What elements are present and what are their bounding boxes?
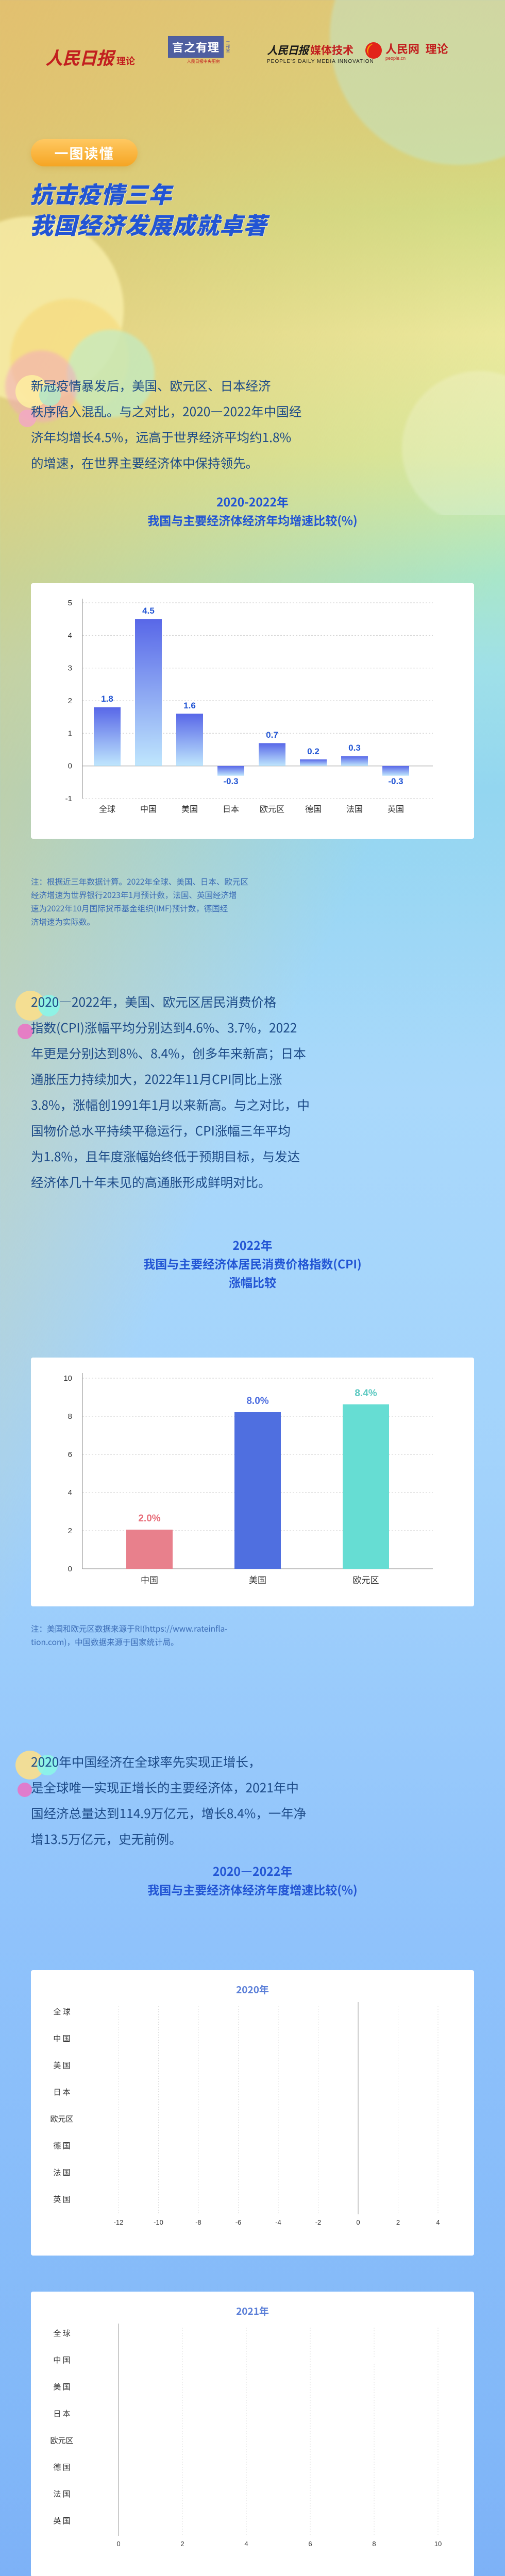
- svg-text:8.4%: 8.4%: [355, 1388, 377, 1399]
- svg-text:7.6: 7.6: [348, 2517, 357, 2525]
- svg-text:2: 2: [180, 2540, 184, 2548]
- svg-text:-2.8: -2.8: [343, 2062, 354, 2070]
- svg-text:-0.3: -0.3: [388, 776, 403, 786]
- svg-text:德 国: 德 国: [53, 2462, 70, 2472]
- svg-text:5.9: 5.9: [294, 2383, 303, 2391]
- svg-text:英 国: 英 国: [53, 2515, 70, 2526]
- svg-text:2: 2: [396, 2218, 400, 2226]
- svg-text:中 国: 中 国: [53, 2033, 70, 2044]
- svg-text:8: 8: [372, 2540, 376, 2548]
- svg-text:4: 4: [68, 631, 72, 640]
- svg-text:-1: -1: [65, 794, 72, 803]
- svg-text:-11.0: -11.0: [339, 2196, 354, 2204]
- svg-text:中国: 中国: [141, 1573, 158, 1586]
- svg-text:美国: 美国: [249, 1573, 266, 1586]
- svg-text:日本: 日本: [223, 802, 239, 815]
- svg-text:4: 4: [436, 2218, 440, 2226]
- svg-text:-4.3: -4.3: [343, 2089, 354, 2096]
- svg-text:10: 10: [63, 1374, 72, 1383]
- svg-text:-7.8: -7.8: [343, 2169, 354, 2177]
- svg-text:英国: 英国: [388, 802, 404, 815]
- svg-text:0: 0: [356, 2218, 360, 2226]
- svg-text:6: 6: [68, 1450, 72, 1459]
- svg-text:8.0%: 8.0%: [246, 1396, 268, 1406]
- svg-text:4: 4: [244, 2540, 248, 2548]
- svg-text:全 球: 全 球: [53, 2328, 70, 2338]
- svg-text:欧元区: 欧元区: [353, 1573, 379, 1586]
- svg-text:全球: 全球: [99, 802, 115, 815]
- svg-text:-6: -6: [235, 2218, 242, 2226]
- svg-text:-4: -4: [275, 2218, 281, 2226]
- svg-text:5.3: 5.3: [275, 2437, 284, 2445]
- svg-text:5.9: 5.9: [294, 2330, 303, 2337]
- svg-text:英 国: 英 国: [53, 2194, 70, 2205]
- svg-text:-10: -10: [154, 2218, 163, 2226]
- svg-text:法 国: 法 国: [53, 2167, 70, 2178]
- svg-text:法国: 法国: [346, 802, 363, 815]
- svg-text:法 国: 法 国: [53, 2488, 70, 2499]
- svg-text:中国: 中国: [140, 802, 157, 815]
- svg-text:2: 2: [68, 697, 72, 705]
- svg-text:-3.7: -3.7: [343, 2142, 354, 2150]
- svg-text:1.8: 1.8: [101, 694, 113, 704]
- svg-text:1: 1: [68, 729, 72, 738]
- svg-text:欧元区: 欧元区: [50, 2113, 73, 2124]
- svg-text:日 本: 日 本: [53, 2087, 70, 2097]
- svg-text:2.2: 2.2: [389, 2035, 398, 2043]
- svg-text:-3.2: -3.2: [343, 2008, 354, 2016]
- svg-text:5: 5: [68, 599, 72, 607]
- svg-text:1.6: 1.6: [183, 701, 196, 710]
- svg-text:美 国: 美 国: [53, 2381, 70, 2392]
- svg-text:美国: 美国: [181, 802, 198, 815]
- svg-text:欧元区: 欧元区: [260, 802, 284, 815]
- svg-text:美 国: 美 国: [53, 2060, 70, 2071]
- svg-text:欧元区: 欧元区: [50, 2435, 73, 2446]
- svg-text:4.5: 4.5: [142, 606, 155, 616]
- svg-text:2.6: 2.6: [188, 2464, 197, 2471]
- svg-text:全 球: 全 球: [53, 2006, 70, 2017]
- svg-text:0: 0: [116, 2540, 120, 2548]
- svg-text:8: 8: [68, 1412, 72, 1421]
- svg-text:德国: 德国: [305, 802, 322, 815]
- svg-text:6: 6: [308, 2540, 312, 2548]
- svg-text:-0.3: -0.3: [223, 776, 238, 786]
- svg-text:-8: -8: [195, 2218, 201, 2226]
- svg-text:-6.1: -6.1: [343, 2115, 354, 2123]
- svg-text:10: 10: [434, 2540, 442, 2548]
- svg-text:0.7: 0.7: [266, 730, 278, 740]
- svg-text:-12: -12: [114, 2218, 124, 2226]
- svg-text:日 本: 日 本: [53, 2408, 70, 2419]
- svg-text:0: 0: [68, 1565, 72, 1573]
- svg-text:2.2: 2.2: [175, 2410, 184, 2418]
- svg-text:2.0%: 2.0%: [138, 1513, 160, 1524]
- svg-text:3: 3: [68, 664, 72, 673]
- svg-text:6.8: 6.8: [323, 2490, 332, 2498]
- svg-text:4: 4: [68, 1488, 72, 1497]
- svg-text:0.3: 0.3: [348, 743, 361, 753]
- svg-text:0.2: 0.2: [307, 747, 319, 756]
- svg-text:-2: -2: [315, 2218, 322, 2226]
- svg-text:德 国: 德 国: [53, 2140, 70, 2151]
- svg-text:8.4: 8.4: [374, 2357, 383, 2364]
- svg-text:中 国: 中 国: [53, 2354, 70, 2365]
- svg-text:0: 0: [68, 762, 72, 771]
- svg-text:2: 2: [68, 1527, 72, 1535]
